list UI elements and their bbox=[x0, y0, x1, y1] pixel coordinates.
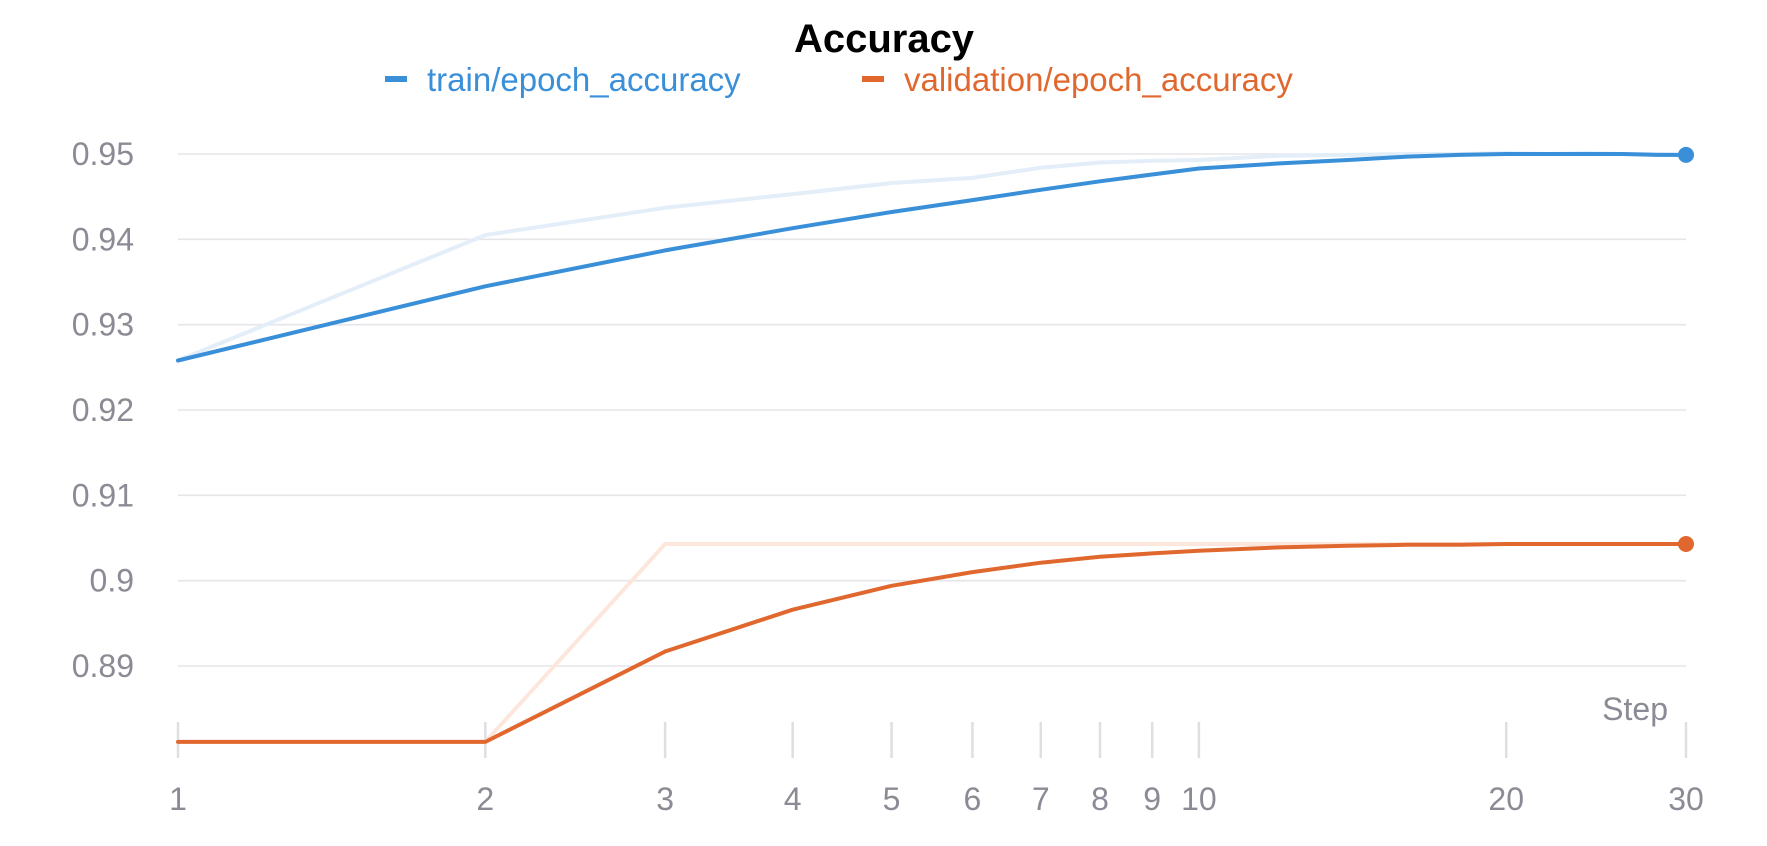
series-line-0[interactable] bbox=[176, 152, 1688, 363]
x-tick-label: 3 bbox=[656, 781, 674, 817]
series-line-1[interactable] bbox=[176, 542, 1688, 744]
x-tick-label: 1 bbox=[169, 781, 187, 817]
x-tick-label: 20 bbox=[1488, 781, 1524, 817]
x-axis: 1 2 3 4 5 6 7 8 9 10 20 30 bbox=[169, 722, 1704, 817]
legend-label-train: train/epoch_accuracy bbox=[427, 61, 741, 98]
y-axis: 0.89 0.9 0.91 0.92 0.93 0.94 0.95 bbox=[72, 136, 134, 684]
chart-title: Accuracy bbox=[794, 17, 975, 61]
legend-swatch-validation bbox=[862, 76, 884, 82]
legend-item-validation[interactable]: validation/epoch_accuracy bbox=[862, 61, 1293, 98]
x-tick-label: 30 bbox=[1668, 781, 1704, 817]
x-tick-label: 5 bbox=[883, 781, 901, 817]
x-tick-label: 2 bbox=[476, 781, 494, 817]
y-tick-label: 0.94 bbox=[72, 221, 134, 257]
x-tick-label: 9 bbox=[1143, 781, 1161, 817]
legend: train/epoch_accuracy validation/epoch_ac… bbox=[385, 61, 1293, 98]
series-raw-line-1 bbox=[178, 542, 1686, 744]
legend-item-train[interactable]: train/epoch_accuracy bbox=[385, 61, 741, 98]
legend-label-validation: validation/epoch_accuracy bbox=[904, 61, 1293, 98]
y-tick-label: 0.89 bbox=[72, 648, 134, 684]
series bbox=[176, 146, 1694, 744]
y-tick-label: 0.95 bbox=[72, 136, 134, 172]
series-raw-line-0 bbox=[177, 151, 1687, 363]
y-tick-label: 0.9 bbox=[90, 563, 134, 599]
x-axis-label: Step bbox=[1602, 691, 1668, 727]
x-tick-label: 4 bbox=[784, 781, 802, 817]
x-tick-label: 10 bbox=[1181, 781, 1217, 817]
x-tick-label: 8 bbox=[1091, 781, 1109, 817]
series-end-point-0[interactable] bbox=[1678, 146, 1694, 163]
y-tick-label: 0.91 bbox=[72, 477, 134, 513]
y-tick-label: 0.92 bbox=[72, 392, 134, 428]
grid bbox=[178, 153, 1686, 667]
x-tick-label: 7 bbox=[1032, 781, 1050, 817]
y-tick-label: 0.93 bbox=[72, 307, 134, 343]
legend-swatch-train bbox=[385, 76, 407, 82]
x-tick-label: 6 bbox=[964, 781, 982, 817]
series-end-point-1[interactable] bbox=[1678, 535, 1694, 552]
